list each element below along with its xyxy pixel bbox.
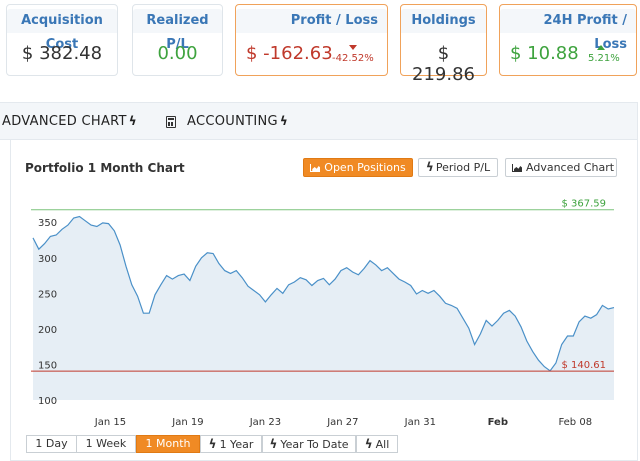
range-1-week-label: 1 Week	[85, 437, 127, 450]
range-1-day[interactable]: 1 Day	[26, 435, 77, 453]
range-year-to-date[interactable]: ϟ Year To Date	[262, 435, 356, 453]
period-pl-button[interactable]: ϟ Period P/L	[418, 158, 498, 177]
profit-24h-value: $ 10.88	[510, 43, 579, 64]
chart-tab-bar: ADVANCED CHART ϟ ACCOUNTING ϟ	[0, 102, 638, 140]
acquisition-cost-title: Acquisition Cost	[7, 9, 117, 52]
x-tick-label: Jan 15	[94, 417, 126, 428]
low-value-label: $ 140.61	[561, 360, 606, 371]
y-tick-label: 300	[38, 254, 57, 265]
holdings-title: Holdings	[401, 9, 486, 33]
bolt-icon: ϟ	[208, 437, 217, 451]
profit-loss-title: Profit / Loss	[236, 9, 387, 33]
realized-pl-title: Realized P/L	[133, 9, 222, 52]
y-tick-label: 100	[38, 396, 57, 407]
profit-24h-change: 5.21%	[588, 53, 620, 64]
portfolio-chart: $ 367.59 $ 140.61 100 150 200 250 300 350 Jan …	[31, 199, 615, 428]
acquisition-cost-value: $ 382.48	[21, 43, 103, 64]
bolt-icon: ϟ	[128, 114, 137, 128]
open-positions-label: Open Positions	[324, 161, 406, 174]
bolt-icon: ϟ	[425, 160, 434, 174]
y-tick-label: 150	[38, 360, 57, 371]
x-tick-label: Jan 23	[249, 417, 281, 428]
tab-advanced-chart[interactable]: ADVANCED CHART ϟ	[2, 114, 137, 129]
chart-line	[32, 215, 615, 372]
profit-loss-value: $ -162.63	[246, 43, 333, 64]
panel-title: Portfolio 1 Month Chart	[25, 161, 185, 175]
realized-pl-value: 0.00	[157, 43, 198, 64]
advanced-chart-label: Advanced Chart	[526, 161, 615, 174]
profit-loss-card: Profit / Loss $ -162.63 -42.52%	[235, 4, 388, 76]
area-chart-icon	[512, 164, 522, 172]
x-tick-label: Jan 27	[326, 417, 358, 428]
range-1-week[interactable]: 1 Week	[76, 435, 136, 453]
profit-24h-title: 24H Profit / Loss	[500, 9, 636, 52]
range-year-to-date-label: Year To Date	[280, 438, 349, 451]
advanced-chart-button[interactable]: Advanced Chart	[505, 158, 617, 177]
down-arrow-icon	[349, 45, 357, 50]
tab-advanced-chart-label: ADVANCED CHART	[2, 114, 127, 129]
period-pl-label: Period P/L	[435, 161, 491, 174]
high-value-label: $ 367.59	[561, 199, 606, 210]
y-tick-label: 350	[38, 218, 57, 229]
y-tick-label: 250	[38, 289, 57, 300]
open-positions-button[interactable]: Open Positions	[303, 158, 413, 177]
x-tick-label: Feb 08	[558, 417, 592, 428]
holdings-card: Holdings $ 219.86	[400, 4, 487, 85]
acquisition-cost-card: Acquisition Cost $ 382.48	[6, 4, 118, 76]
profit-loss-change: -42.52%	[332, 53, 374, 64]
x-tick-label: Jan 31	[404, 417, 436, 428]
x-tick-label: Jan 19	[171, 417, 203, 428]
holdings-value: $ 219.86	[412, 43, 475, 85]
area-chart-icon	[310, 164, 321, 172]
range-all-label: All	[375, 438, 390, 451]
x-tick-label: Feb	[488, 417, 508, 428]
y-tick-label: 200	[38, 325, 57, 336]
chart-area	[33, 216, 614, 400]
range-all[interactable]: ϟ All	[356, 435, 398, 453]
bolt-icon: ϟ	[269, 437, 278, 451]
bolt-icon: ϟ	[279, 114, 289, 128]
up-arrow-icon	[597, 45, 605, 50]
range-1-month-label: 1 Month	[145, 437, 191, 450]
bolt-icon: ϟ	[364, 437, 373, 451]
range-1-year-label: 1 Year	[219, 438, 254, 451]
calculator-icon	[166, 116, 176, 128]
profit-24h-card: 24H Profit / Loss $ 10.88 5.21%	[499, 4, 637, 76]
tab-accounting[interactable]: ACCOUNTING ϟ	[187, 114, 288, 129]
range-1-month[interactable]: 1 Month	[136, 435, 200, 453]
range-1-day-label: 1 Day	[35, 437, 68, 450]
realized-pl-card: Realized P/L 0.00	[132, 4, 223, 76]
tab-accounting-label: ACCOUNTING	[187, 114, 278, 129]
